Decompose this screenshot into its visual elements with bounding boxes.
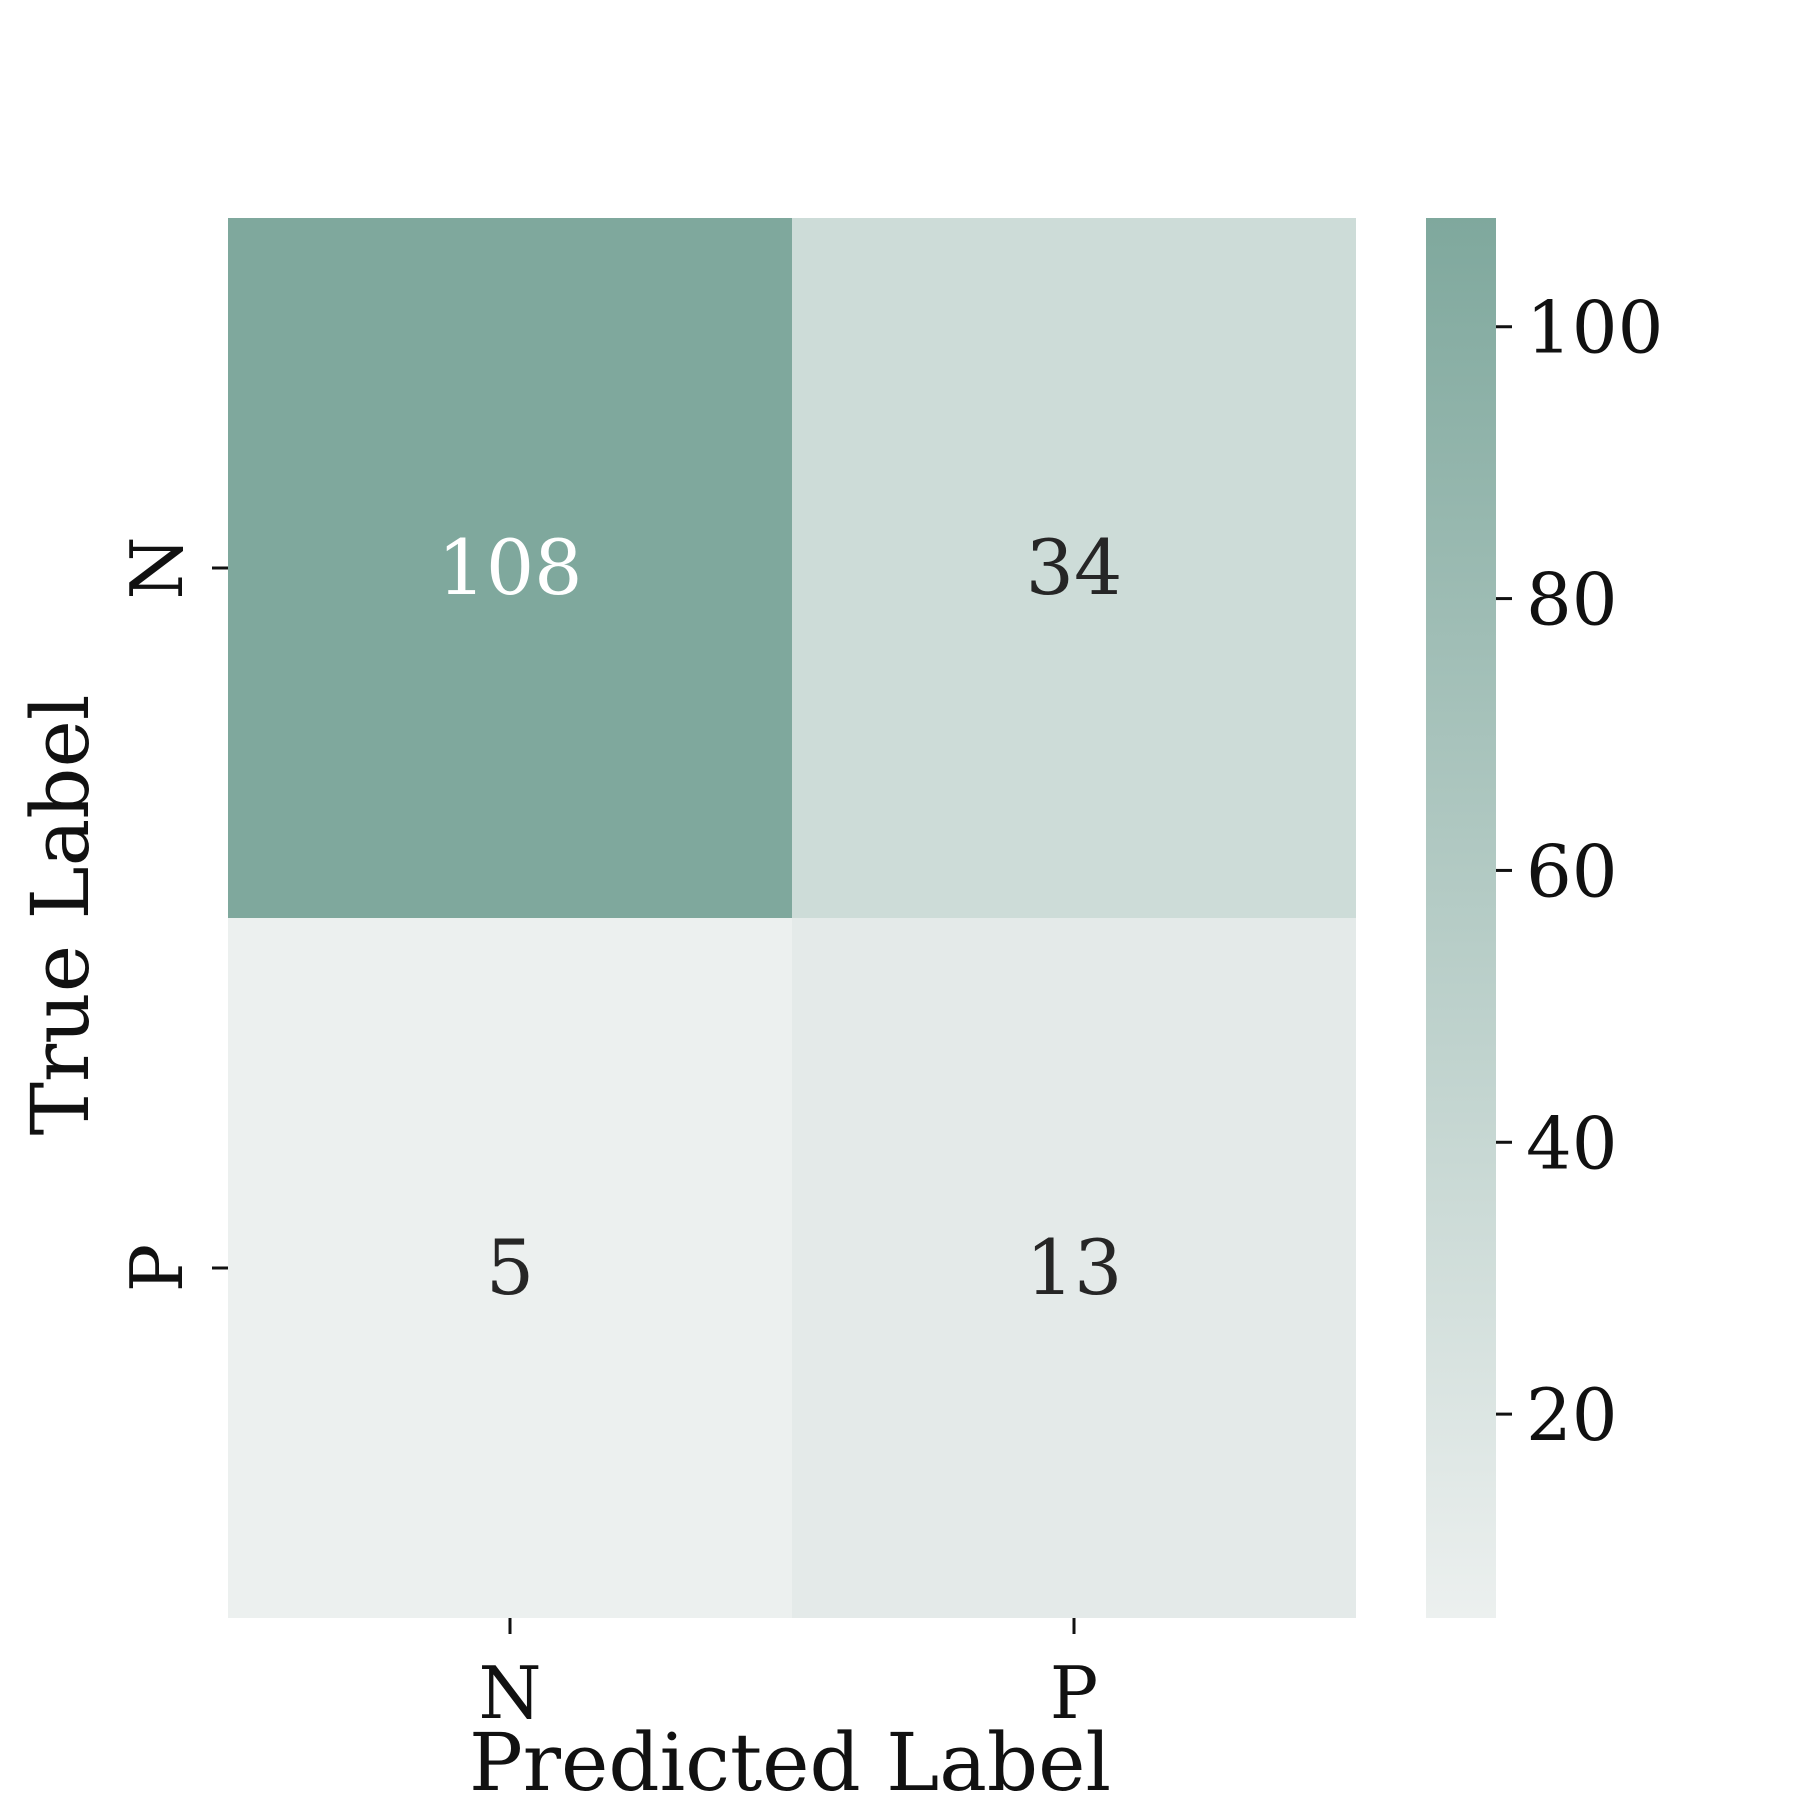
cell-value-label: 108 <box>437 523 582 612</box>
x-axis-label: Predicted Label <box>469 1716 1111 1800</box>
x-tick-label: P <box>1050 1651 1098 1735</box>
colorbar <box>1426 218 1496 1618</box>
heatmap-cell <box>228 918 792 1618</box>
heatmap-cell <box>228 218 792 918</box>
y-tick-label: P <box>115 1244 199 1292</box>
heatmap-cell <box>792 918 1356 1618</box>
colorbar-tick-label: 100 <box>1526 286 1663 370</box>
x-tick-label: N <box>479 1651 542 1735</box>
heatmap-cell <box>792 218 1356 918</box>
colorbar-tick-label: 60 <box>1526 829 1618 913</box>
cell-value-label: 34 <box>1026 523 1123 612</box>
colorbar-tick-label: 40 <box>1526 1101 1618 1185</box>
y-axis-label: True Label <box>14 695 107 1136</box>
colorbar-tick-label: 80 <box>1526 558 1618 642</box>
cell-value-label: 13 <box>1026 1223 1123 1312</box>
y-tick-label: N <box>115 537 199 600</box>
colorbar-tick-label: 20 <box>1526 1373 1618 1457</box>
cell-value-label: 5 <box>486 1223 534 1312</box>
